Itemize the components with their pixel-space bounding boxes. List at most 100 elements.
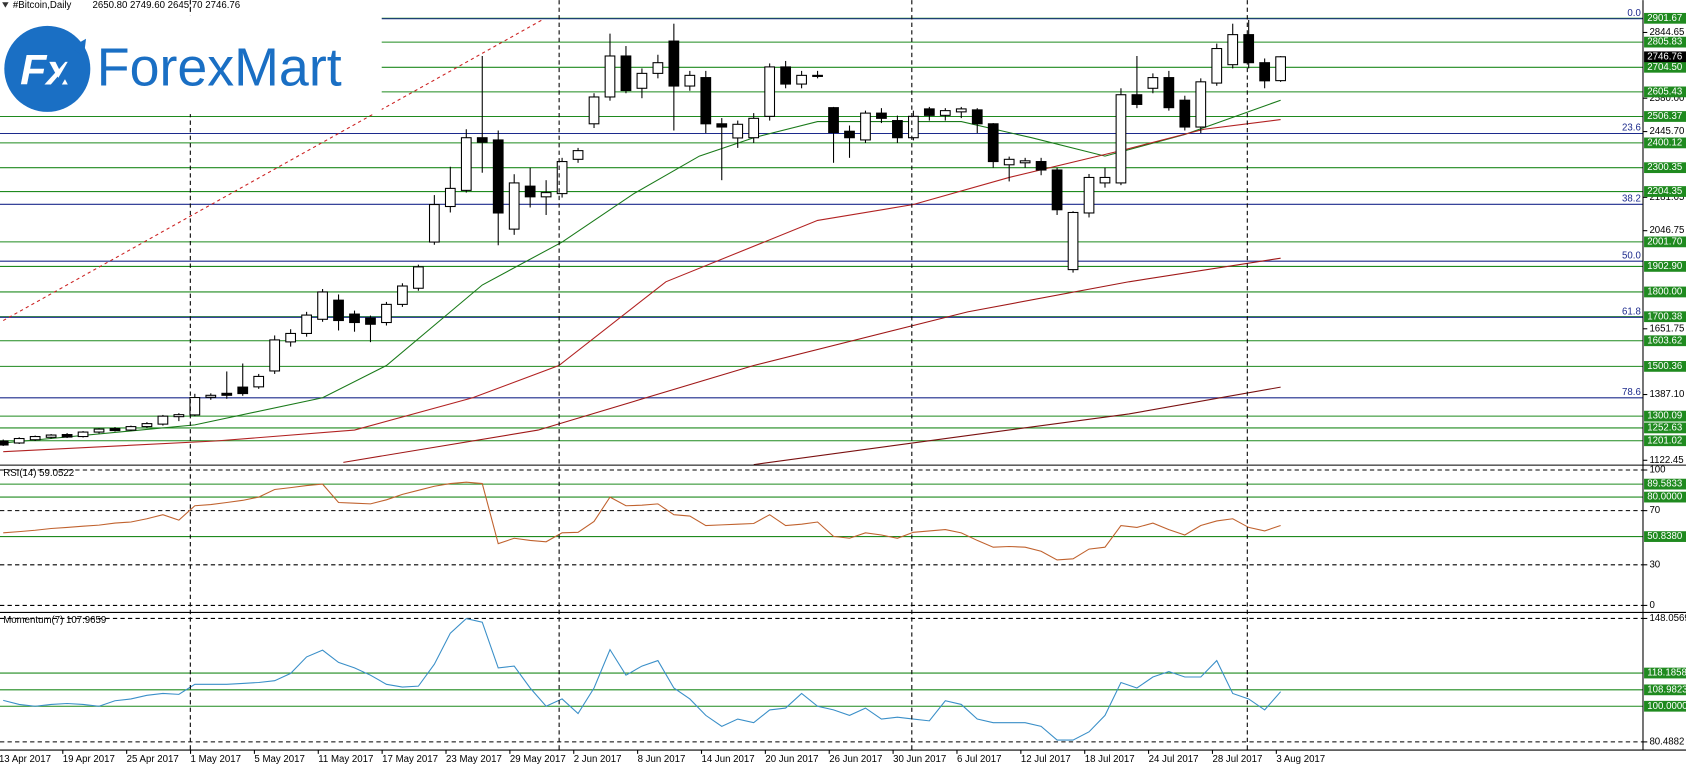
- moving-average: [343, 257, 1281, 463]
- x-tick-label: 6 Jul 2017: [957, 754, 1002, 765]
- candle-body: [460, 137, 472, 191]
- level-label: 1902.90: [1647, 261, 1682, 272]
- level-label: 108.9823: [1647, 684, 1686, 695]
- candle-body: [221, 392, 233, 396]
- y-tick-label: 148.0569: [1649, 613, 1686, 624]
- candle-body: [748, 117, 760, 139]
- logo: Fx ForexMart: [0, 15, 382, 115]
- indicator-line: [3, 481, 1281, 561]
- fib-label: 50.0: [1622, 250, 1641, 261]
- candle-body: [1035, 161, 1047, 171]
- candle-body: [572, 150, 584, 160]
- fib-label: 78.6: [1622, 387, 1641, 398]
- logo-text: ForexMart: [97, 37, 342, 97]
- level-label: 2704.50: [1647, 62, 1682, 73]
- candle-body: [173, 414, 185, 418]
- level-label-box: [1644, 531, 1686, 542]
- candle-body: [1179, 99, 1191, 128]
- indicator-title: RSI(14) 59.0522: [3, 468, 74, 479]
- candle-body: [732, 123, 744, 139]
- fib-label: 0.0: [1627, 8, 1640, 19]
- chart-subtitle: 2650.80 2749.60 2645.70 2746.76: [92, 0, 240, 11]
- x-tick-label: 28 Jul 2017: [1212, 754, 1262, 765]
- level-label-box: [1644, 236, 1686, 248]
- candle-body: [237, 386, 249, 395]
- last-price-box: [1644, 51, 1686, 63]
- level-label: 89.5833: [1647, 479, 1682, 490]
- candle-body: [476, 137, 488, 143]
- y-tick-label: 80.4882: [1649, 736, 1684, 747]
- indicator-title: Momentum(7) 107.9659: [3, 615, 106, 626]
- candle-body: [13, 437, 25, 444]
- candle-body: [77, 431, 89, 438]
- level-label: 1300.09: [1647, 411, 1682, 422]
- x-tick-label: 30 Jun 2017: [893, 754, 946, 765]
- candle-body: [189, 397, 201, 416]
- level-label: 2204.35: [1647, 186, 1682, 197]
- indicator-line: [3, 617, 1282, 741]
- candle-body: [301, 314, 312, 334]
- y-tick-label: 2046.75: [1649, 225, 1684, 236]
- candle-body: [971, 109, 983, 125]
- x-tick-label: 26 Jun 2017: [829, 754, 882, 765]
- candle-body: [1163, 77, 1175, 109]
- level-label-box: [1644, 86, 1686, 98]
- candle-body: [492, 139, 504, 214]
- candle-body: [157, 415, 169, 425]
- candle-body: [428, 203, 440, 243]
- level-label: 2506.37: [1647, 111, 1682, 122]
- candle-body: [844, 130, 855, 139]
- level-label: 80.0000: [1647, 492, 1682, 503]
- x-tick-label: 23 May 2017: [446, 754, 502, 765]
- candle-body: [987, 123, 999, 163]
- level-label-box: [1644, 261, 1686, 272]
- level-label-box: [1644, 361, 1686, 372]
- last-price-label: 2746.76: [1647, 51, 1682, 62]
- level-label-box: [1644, 422, 1686, 434]
- level-label-box: [1644, 36, 1686, 48]
- x-tick-label: 14 Jun 2017: [701, 754, 754, 765]
- y-tick-label: 2580.00: [1649, 93, 1684, 104]
- candle-body: [923, 108, 935, 116]
- candle-body: [780, 66, 792, 85]
- moving-average: [3, 99, 1281, 444]
- candle-body: [1147, 77, 1159, 89]
- candle-body: [620, 55, 632, 92]
- level-label: 2300.35: [1647, 162, 1682, 173]
- candle-body: [1275, 56, 1287, 82]
- candle-body: [668, 40, 680, 87]
- x-tick-label: 18 Jul 2017: [1085, 754, 1135, 765]
- x-tick-label: 5 May 2017: [254, 754, 304, 765]
- level-label-box: [1644, 335, 1686, 347]
- y-tick-label: 1122.45: [1649, 455, 1683, 466]
- level-label: 2805.83: [1647, 37, 1682, 48]
- candle-body: [1243, 34, 1255, 64]
- logo-circle: [4, 25, 91, 112]
- x-tick-label: 11 May 2017: [318, 754, 373, 765]
- candle-body: [1067, 211, 1079, 271]
- fib-label: 23.6: [1622, 123, 1641, 134]
- level-label-box: [1644, 435, 1686, 447]
- x-tick-label: 19 Apr 2017: [63, 754, 115, 765]
- candle-body: [1115, 94, 1127, 184]
- level-label: 2901.67: [1647, 13, 1682, 24]
- x-tick-label: 17 May 2017: [382, 754, 438, 765]
- candle-body: [1195, 81, 1207, 128]
- y-tick-label: 2445.70: [1649, 126, 1684, 137]
- candle-body: [1051, 169, 1063, 211]
- candle-body: [285, 332, 297, 343]
- x-tick-label: 1 May 2017: [191, 754, 241, 765]
- y-tick-label: 1651.75: [1649, 323, 1684, 334]
- candle-body: [812, 74, 823, 77]
- candle-body: [205, 394, 217, 398]
- level-label-box: [1644, 684, 1686, 696]
- moving-average: [753, 386, 1281, 466]
- level-label-box: [1644, 61, 1686, 73]
- fib-label: 38.2: [1622, 193, 1641, 204]
- candle-body: [125, 426, 137, 431]
- level-label: 50.8380: [1647, 531, 1682, 542]
- candle-body: [61, 434, 73, 438]
- candle-body: [0, 440, 9, 446]
- level-label-box: [1644, 311, 1686, 323]
